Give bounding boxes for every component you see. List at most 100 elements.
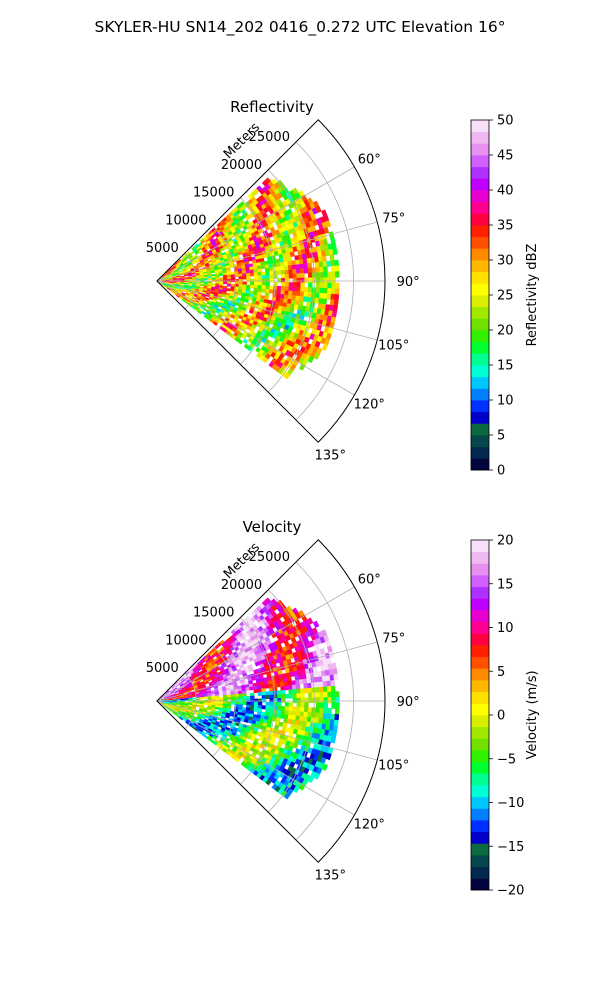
radar-cell [214,706,220,710]
radar-cell [284,278,290,283]
radar-cell [334,714,340,721]
radar-cell [238,278,243,283]
radar-cell [292,706,298,712]
radar-cell [330,288,336,295]
radar-cell [180,275,185,278]
radar-cell [284,286,290,292]
radar-cell [268,289,274,294]
radar-cell [261,278,267,283]
radar-cell [212,321,218,326]
radar-cell [268,267,274,272]
radar-cell [276,705,282,711]
radar-cell [330,685,336,693]
radar-cell [299,711,305,717]
radar-cell [319,686,324,693]
radar-cell [295,291,301,297]
radar-cell [288,702,294,708]
colorbar-swatch [471,610,489,623]
radar-cell [272,686,278,692]
colorbar-tick-label: 5 [497,429,505,444]
radar-cell [335,702,340,710]
colorbar-tick-label: 20 [497,534,514,549]
panel-title: Velocity [243,518,302,536]
colorbar-swatch [471,808,489,821]
radar-cell [287,265,293,271]
radar-cell [308,697,313,703]
radar-cell [315,707,321,714]
radar-cell [321,343,329,351]
radar-cell [308,282,313,288]
theta-tick-label: 60° [358,572,381,587]
theta-tick-label: 135° [315,448,346,463]
colorbar-swatch [471,458,489,471]
radar-cell [299,688,305,694]
radar-cell [335,271,340,278]
colorbar-swatch [471,691,489,704]
theta-grid-line [156,280,355,396]
radar-cell [319,272,325,278]
radar-cell [253,275,259,280]
radar-cell [303,268,309,274]
radar-cell [280,269,286,275]
radar-cell [276,266,282,272]
colorbar-swatch [471,365,489,378]
radar-cell [323,702,329,709]
radar-cell [335,696,340,704]
radar-cell [291,684,297,690]
radar-cell [292,282,298,288]
radar-cell [292,273,298,279]
colorbar-tick-label: 20 [497,324,514,339]
radar-cell [307,712,313,718]
colorbar-swatch [471,283,489,296]
panel-velocity: Velocity 5000 10000 15000 20000 25000 60° 75° 90… [146,518,540,899]
colorbar-swatch [471,260,489,273]
colorbar-swatch [471,575,489,588]
radar-cell [197,310,203,315]
colorbar-swatch [471,645,489,658]
radar-cell [323,287,328,294]
radar-cell [257,275,263,280]
radar-cell [195,695,201,698]
radar-cell [300,702,305,708]
radar-cell [277,278,282,283]
radar-cell [280,694,286,699]
radar-cell [257,691,263,696]
colorbar-swatch [471,330,489,343]
radar-cell [238,696,243,700]
r-tick-label: 15000 [193,186,234,201]
radar-cell [332,725,338,733]
radar-cell [246,701,251,706]
radar-cell [269,690,274,696]
radar-cell [327,282,332,289]
radar-cell [254,281,259,286]
radar-cell [319,282,325,289]
radar-cell [261,281,267,286]
radar-cell [261,285,267,290]
radar-cell [315,287,321,294]
radar-cell [264,267,270,273]
radar-cell [265,701,271,707]
radar-cell [284,710,290,716]
radar-cell [321,255,327,262]
radar-cell [261,275,267,280]
radar-cell [284,706,290,712]
colorbar-tick-label: 45 [497,149,514,164]
radar-cell [180,282,185,285]
radar-cell [284,269,290,275]
colorbar-tick-label: 25 [497,289,514,304]
radar-cell [249,686,254,691]
radar-cell [261,695,267,700]
radar-cell [286,676,292,682]
radar-cell [315,702,321,709]
radar-cell [257,688,262,693]
colorbar-tick-label: −20 [497,884,524,899]
colorbar-tick-label: 0 [497,464,505,479]
r-tick-label: 10000 [165,633,206,648]
radar-cell [307,707,313,713]
radar-cell [300,706,305,713]
radar-cell [272,270,278,276]
radar-cell [254,278,259,283]
radar-cell [333,673,339,681]
radar-cell [238,693,243,697]
radar-cell [330,265,336,273]
